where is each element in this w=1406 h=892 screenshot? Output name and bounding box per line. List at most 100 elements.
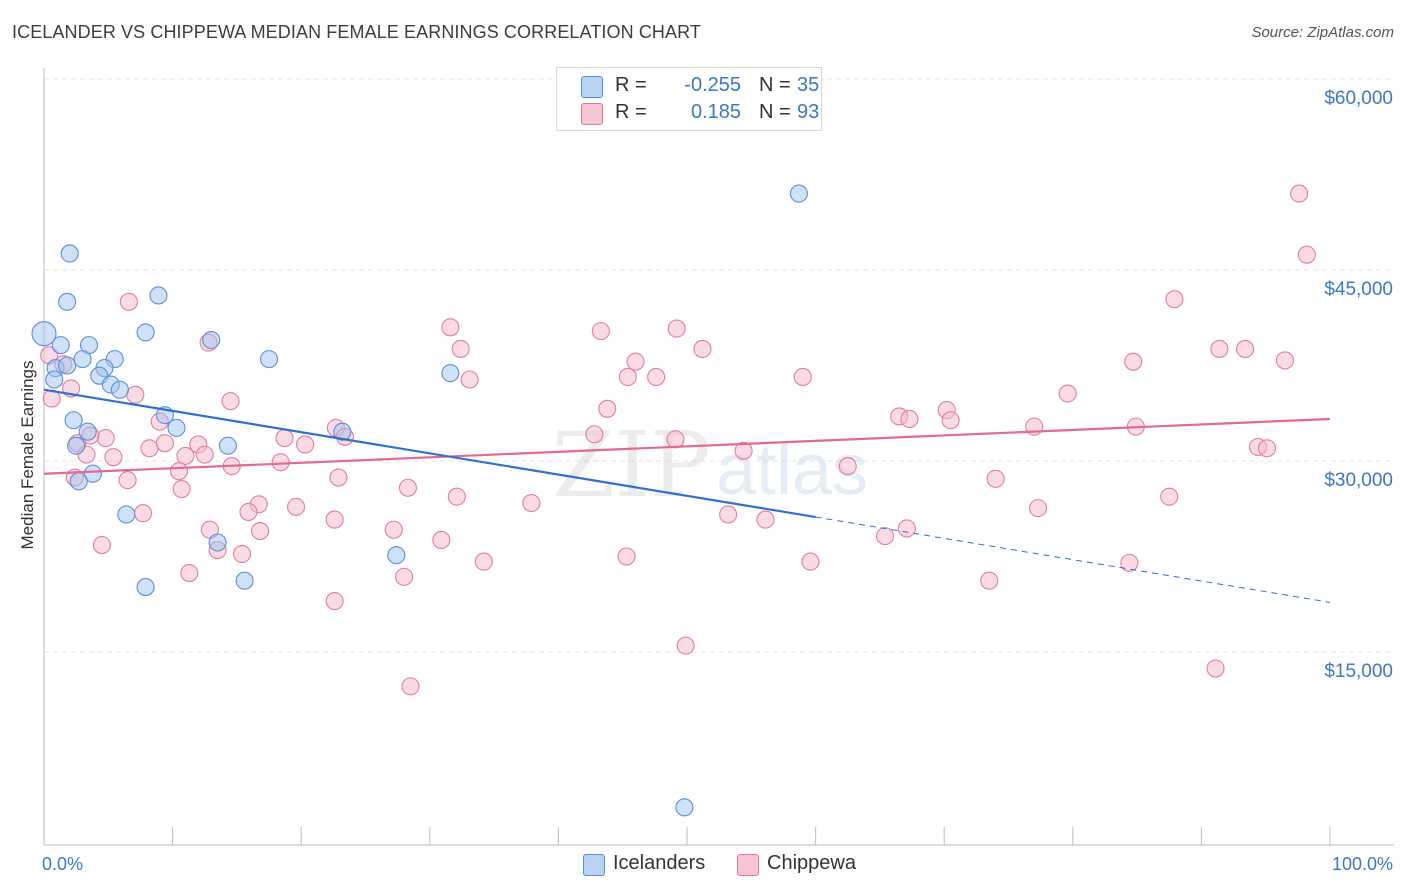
chippewa-point <box>986 469 1005 488</box>
chippewa-point <box>1236 339 1255 358</box>
y-tick-label: $15,000 <box>1324 661 1393 682</box>
chippewa-point <box>119 292 138 311</box>
chippewa-point <box>793 367 812 387</box>
chippewa-point <box>522 493 541 513</box>
chippewa-point <box>1165 290 1184 309</box>
chippewa-point <box>734 441 753 460</box>
chippewa-point <box>460 370 479 389</box>
chippewa-point <box>287 497 306 516</box>
chippewa-point <box>474 552 493 571</box>
grid-lines <box>44 78 1394 653</box>
icelander-point <box>218 436 237 455</box>
chippewa-point <box>838 457 857 476</box>
chippewa-point <box>432 530 451 549</box>
chippewa-point <box>221 392 240 411</box>
chippewa-point <box>441 318 460 337</box>
chippewa-point <box>133 504 153 523</box>
y-tick-label: $30,000 <box>1324 470 1393 491</box>
icelander-point <box>51 336 70 355</box>
icelander-point <box>387 546 406 565</box>
n-label: N = <box>759 101 791 123</box>
chippewa-point <box>275 429 294 448</box>
icelander-point <box>110 380 129 399</box>
chippewa-point <box>980 571 999 590</box>
icelanders-trend-line <box>43 388 816 519</box>
chippewa-point <box>598 399 617 418</box>
icelanders-points <box>31 184 808 817</box>
icelander-point <box>333 422 352 441</box>
chippewa-point <box>900 409 919 429</box>
chippewa-point <box>180 564 199 583</box>
chippewa-point <box>398 478 417 497</box>
chippewa-point <box>296 435 315 454</box>
chippewa-point <box>325 592 344 611</box>
icelander-point <box>64 411 83 430</box>
chippewa-point <box>1029 499 1048 518</box>
icelander-point <box>73 350 92 369</box>
chippewa-point <box>591 322 610 341</box>
icelander-point <box>136 323 155 342</box>
n-label: N = <box>759 74 791 96</box>
r-label: R = <box>615 101 647 123</box>
r-value: 0.185 <box>690 101 741 123</box>
icelander-point <box>136 578 155 597</box>
y-tick-label: $60,000 <box>1324 88 1393 109</box>
n-value: 93 <box>797 101 820 123</box>
chart-title: ICELANDER VS CHIPPEWA MEDIAN FEMALE EARN… <box>12 22 701 42</box>
chippewa-point <box>118 471 137 490</box>
source-credit: Source: ZipAtlas.com <box>1251 24 1394 41</box>
chippewa-point <box>176 446 195 465</box>
chippewa-point <box>126 385 145 404</box>
icelander-point <box>208 533 227 552</box>
chippewa-point <box>897 519 916 538</box>
chippewa-point <box>875 527 895 546</box>
chippewa-trend-line <box>43 417 1331 475</box>
y-tick-label: $45,000 <box>1324 279 1393 300</box>
icelander-point <box>67 436 86 455</box>
chippewa-point <box>693 339 712 358</box>
axes <box>43 68 1394 846</box>
correlation-legend: R = -0.255 N = 35 R = 0.185 N = 93 <box>556 67 822 131</box>
chippewa-point <box>941 411 960 430</box>
chippewa-point <box>250 521 270 541</box>
x-tick-label: 100.0% <box>1332 854 1393 874</box>
chippewa-point <box>647 367 666 387</box>
chippewa-points <box>40 184 1316 696</box>
tick-labels: $15,000 $30,000 $45,000 $60,000 0.0% 100.0% Me… <box>18 88 1393 874</box>
chippewa-swatch <box>737 854 759 876</box>
icelanders-swatch <box>583 854 605 876</box>
chippewa-point <box>719 505 738 524</box>
chippewa-point <box>617 547 636 566</box>
icelander-point <box>58 292 77 311</box>
chippewa-point <box>1206 659 1225 678</box>
icelander-point <box>441 364 460 383</box>
icelander-point <box>675 798 694 817</box>
chippewa-point <box>1160 487 1179 506</box>
icelander-point <box>83 464 102 483</box>
chippewa-point <box>1058 384 1077 403</box>
chippewa-point <box>1120 553 1139 572</box>
chippewa-point <box>140 439 159 458</box>
icelander-point <box>202 330 221 350</box>
icelander-point <box>31 321 57 347</box>
chippewa-point <box>666 430 685 449</box>
icelander-point <box>167 418 186 437</box>
chippewa-point <box>618 367 637 387</box>
chippewa-point <box>239 502 258 521</box>
chippewa-point <box>325 510 344 529</box>
chippewa-point <box>329 468 348 487</box>
x-tick-label: 0.0% <box>42 854 83 874</box>
icelander-point <box>117 505 136 524</box>
y-axis-label: Median Female Earnings <box>18 361 37 550</box>
chippewa-swatch <box>581 103 603 125</box>
chippewa-point <box>395 567 414 586</box>
icelander-point <box>45 370 64 389</box>
chippewa-point <box>585 425 604 444</box>
icelander-point <box>149 286 168 305</box>
chippewa-point <box>626 352 645 371</box>
icelanders-trend-extension <box>815 516 1331 603</box>
icelanders-swatch <box>581 76 603 98</box>
icelander-point <box>789 184 808 203</box>
chippewa-point <box>104 448 123 467</box>
